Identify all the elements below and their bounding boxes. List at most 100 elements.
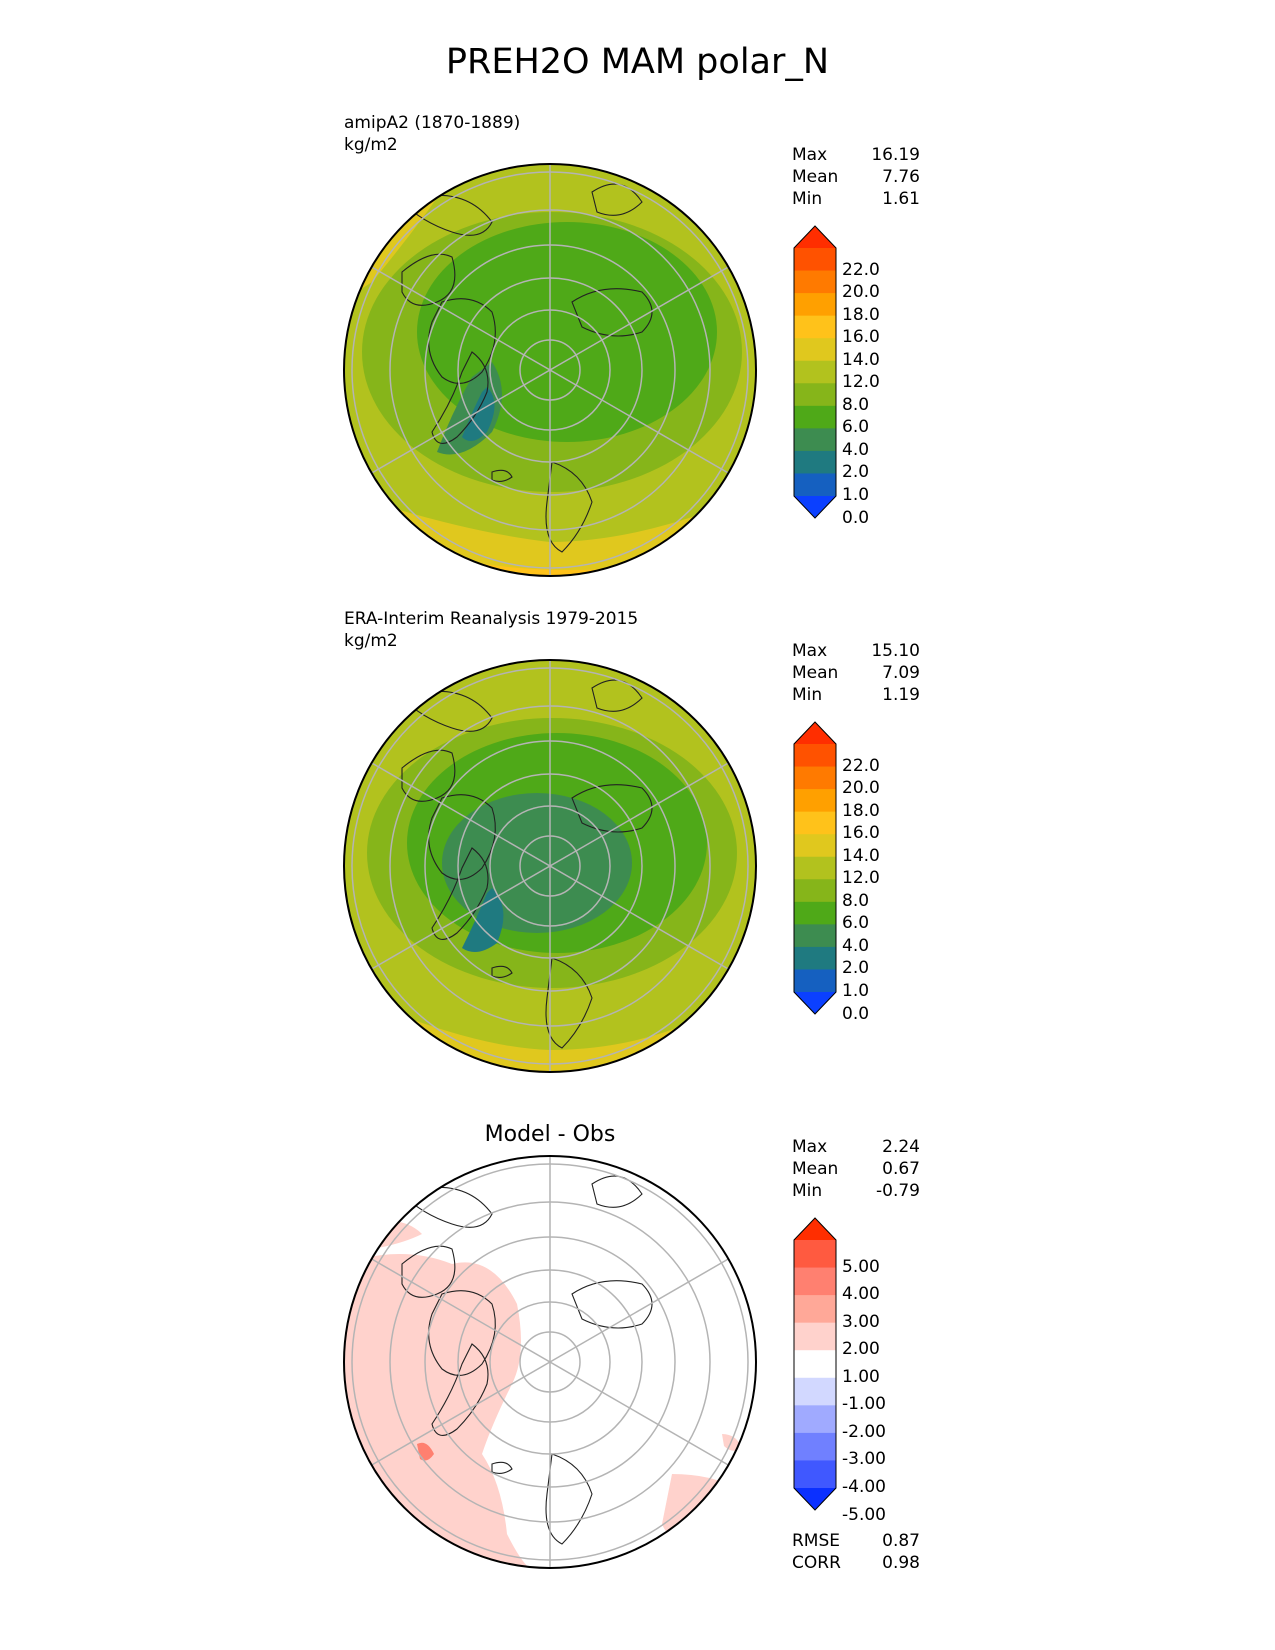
colorbar-segment xyxy=(794,856,836,880)
obs-stats: Max 15.10 Mean 7.09 Min 1.19 xyxy=(792,640,920,706)
colorbar-tick-label: 2.0 xyxy=(842,958,870,979)
colorbar-segment xyxy=(794,338,836,362)
colorbar-tick-label: 18.0 xyxy=(842,800,880,821)
diff-metric-corr: CORR 0.98 xyxy=(792,1553,920,1573)
colorbar-tick-label: 8.0 xyxy=(842,890,870,911)
diff-stat-mean: Mean 0.67 xyxy=(792,1159,920,1179)
model-graticule xyxy=(351,164,749,576)
colorbar-tick-label: 16.0 xyxy=(842,823,880,844)
colorbar-extension-bottom xyxy=(794,992,836,1014)
obs-coastlines xyxy=(400,679,653,1049)
colorbar-segment xyxy=(794,270,836,294)
model-units-label: kg/m2 xyxy=(344,135,398,155)
model-panel-label: amipA2 (1870-1889) kg/m2 xyxy=(344,112,520,156)
colorbar-tick-label: 2.0 xyxy=(842,462,870,483)
colorbar-tick-label: 12.0 xyxy=(842,868,880,889)
colorbar-outline xyxy=(793,721,837,1015)
colorbar-segment xyxy=(794,766,836,790)
obs-stat-max: Max 15.10 xyxy=(792,641,920,661)
model-map-boundary xyxy=(343,163,757,577)
colorbar-tick-label: 1.0 xyxy=(842,981,870,1001)
colorbar-tick-label: -2.00 xyxy=(842,1421,886,1442)
diff-stats: Max 2.24 Mean 0.67 Min -0.79 xyxy=(792,1136,920,1202)
colorbar-segment xyxy=(794,946,836,970)
model-stats: Max 16.19 Mean 7.76 Min 1.61 xyxy=(792,144,920,210)
colorbar-segment xyxy=(794,1267,836,1296)
colorbar-tick-label: 0.0 xyxy=(842,507,870,528)
colorbar-tick-label: 8.0 xyxy=(842,394,870,415)
colorbar-segment xyxy=(794,360,836,384)
obs-units-label: kg/m2 xyxy=(344,631,398,651)
diff-graticule xyxy=(351,1156,749,1568)
colorbar-segment xyxy=(794,383,836,407)
model-stat-max: Max 16.19 xyxy=(792,145,920,165)
colorbar-segment xyxy=(794,315,836,339)
colorbar-extension-top xyxy=(794,226,836,248)
diff-metric-rmse: RMSE 0.87 xyxy=(792,1531,920,1551)
colorbar-tick-label: 4.00 xyxy=(842,1284,880,1305)
colorbar-tick-label: 0.0 xyxy=(842,1003,870,1024)
obs-stat-min: Min 1.19 xyxy=(792,685,920,705)
colorbar-tick-label: 1.0 xyxy=(842,485,870,505)
colorbar-tick-label: -1.00 xyxy=(842,1394,886,1415)
diff-map-boundary xyxy=(343,1155,757,1569)
diff-subtitle: Model - Obs xyxy=(484,1122,616,1147)
colorbar-tick-label: 18.0 xyxy=(842,304,880,325)
diff-stat-max: Max 2.24 xyxy=(792,1137,920,1157)
colorbar-segment xyxy=(794,1322,836,1351)
obs-colorbar xyxy=(793,721,837,1015)
model-field-band-2 xyxy=(462,387,495,441)
colorbar-extension-top xyxy=(794,722,836,744)
obs-map-boundary xyxy=(343,659,757,1073)
model-coastlines xyxy=(400,183,653,553)
figure-title: PREH2O MAM polar_N xyxy=(445,42,830,82)
colorbar-tick-label: 12.0 xyxy=(842,372,880,393)
colorbar-segment xyxy=(794,1240,836,1269)
obs-polar-map xyxy=(343,659,757,1073)
colorbar-segment xyxy=(794,879,836,903)
colorbar-segment xyxy=(794,1350,836,1379)
diff-coastlines xyxy=(400,1175,653,1545)
colorbar-extension-bottom xyxy=(794,496,836,518)
colorbar-extension-top xyxy=(794,1218,836,1240)
diff-stat-min: Min -0.79 xyxy=(792,1181,920,1201)
colorbar-segment xyxy=(794,744,836,768)
diff-metrics: RMSE 0.87 CORR 0.98 xyxy=(792,1530,920,1574)
colorbar-segment xyxy=(794,924,836,948)
colorbar-segment xyxy=(794,405,836,429)
colorbar-tick-label: 2.00 xyxy=(842,1339,880,1360)
colorbar-tick-label: 4.0 xyxy=(842,935,870,956)
diff-polar-map xyxy=(343,1155,757,1569)
colorbar-tick-label: -5.00 xyxy=(842,1504,886,1525)
colorbar-extension-bottom xyxy=(794,1488,836,1510)
obs-field-band-2 xyxy=(462,888,504,952)
colorbar-tick-label: 14.0 xyxy=(842,845,880,866)
obs-graticule xyxy=(351,660,749,1072)
colorbar-segment xyxy=(794,834,836,858)
colorbar-tick-label: 3.00 xyxy=(842,1311,880,1332)
model-stat-min: Min 1.61 xyxy=(792,189,920,209)
colorbar-segment xyxy=(794,1460,836,1489)
colorbar-tick-label: 16.0 xyxy=(842,327,880,348)
colorbar-segment xyxy=(794,901,836,925)
obs-stat-mean: Mean 7.09 xyxy=(792,663,920,683)
colorbar-segment xyxy=(794,248,836,272)
colorbar-segment xyxy=(794,1295,836,1324)
colorbar-segment xyxy=(794,1432,836,1461)
obs-dataset-label: ERA-Interim Reanalysis 1979-2015 xyxy=(344,609,639,629)
model-dataset-label: amipA2 (1870-1889) xyxy=(344,113,521,133)
colorbar-outline xyxy=(793,225,837,519)
diff-field-positive-se xyxy=(662,1474,738,1545)
colorbar-outline xyxy=(793,1217,837,1511)
colorbar-segment xyxy=(794,789,836,813)
colorbar-segment xyxy=(794,1405,836,1434)
model-colorbar xyxy=(793,225,837,519)
model-polar-map xyxy=(343,163,757,577)
colorbar-tick-label: 22.0 xyxy=(842,755,880,776)
colorbar-tick-label: 5.00 xyxy=(842,1256,880,1277)
colorbar-segment xyxy=(794,811,836,835)
colorbar-tick-label: 14.0 xyxy=(842,349,880,370)
colorbar-segment xyxy=(794,969,836,993)
colorbar-tick-label: 20.0 xyxy=(842,282,880,303)
colorbar-segment xyxy=(794,428,836,452)
